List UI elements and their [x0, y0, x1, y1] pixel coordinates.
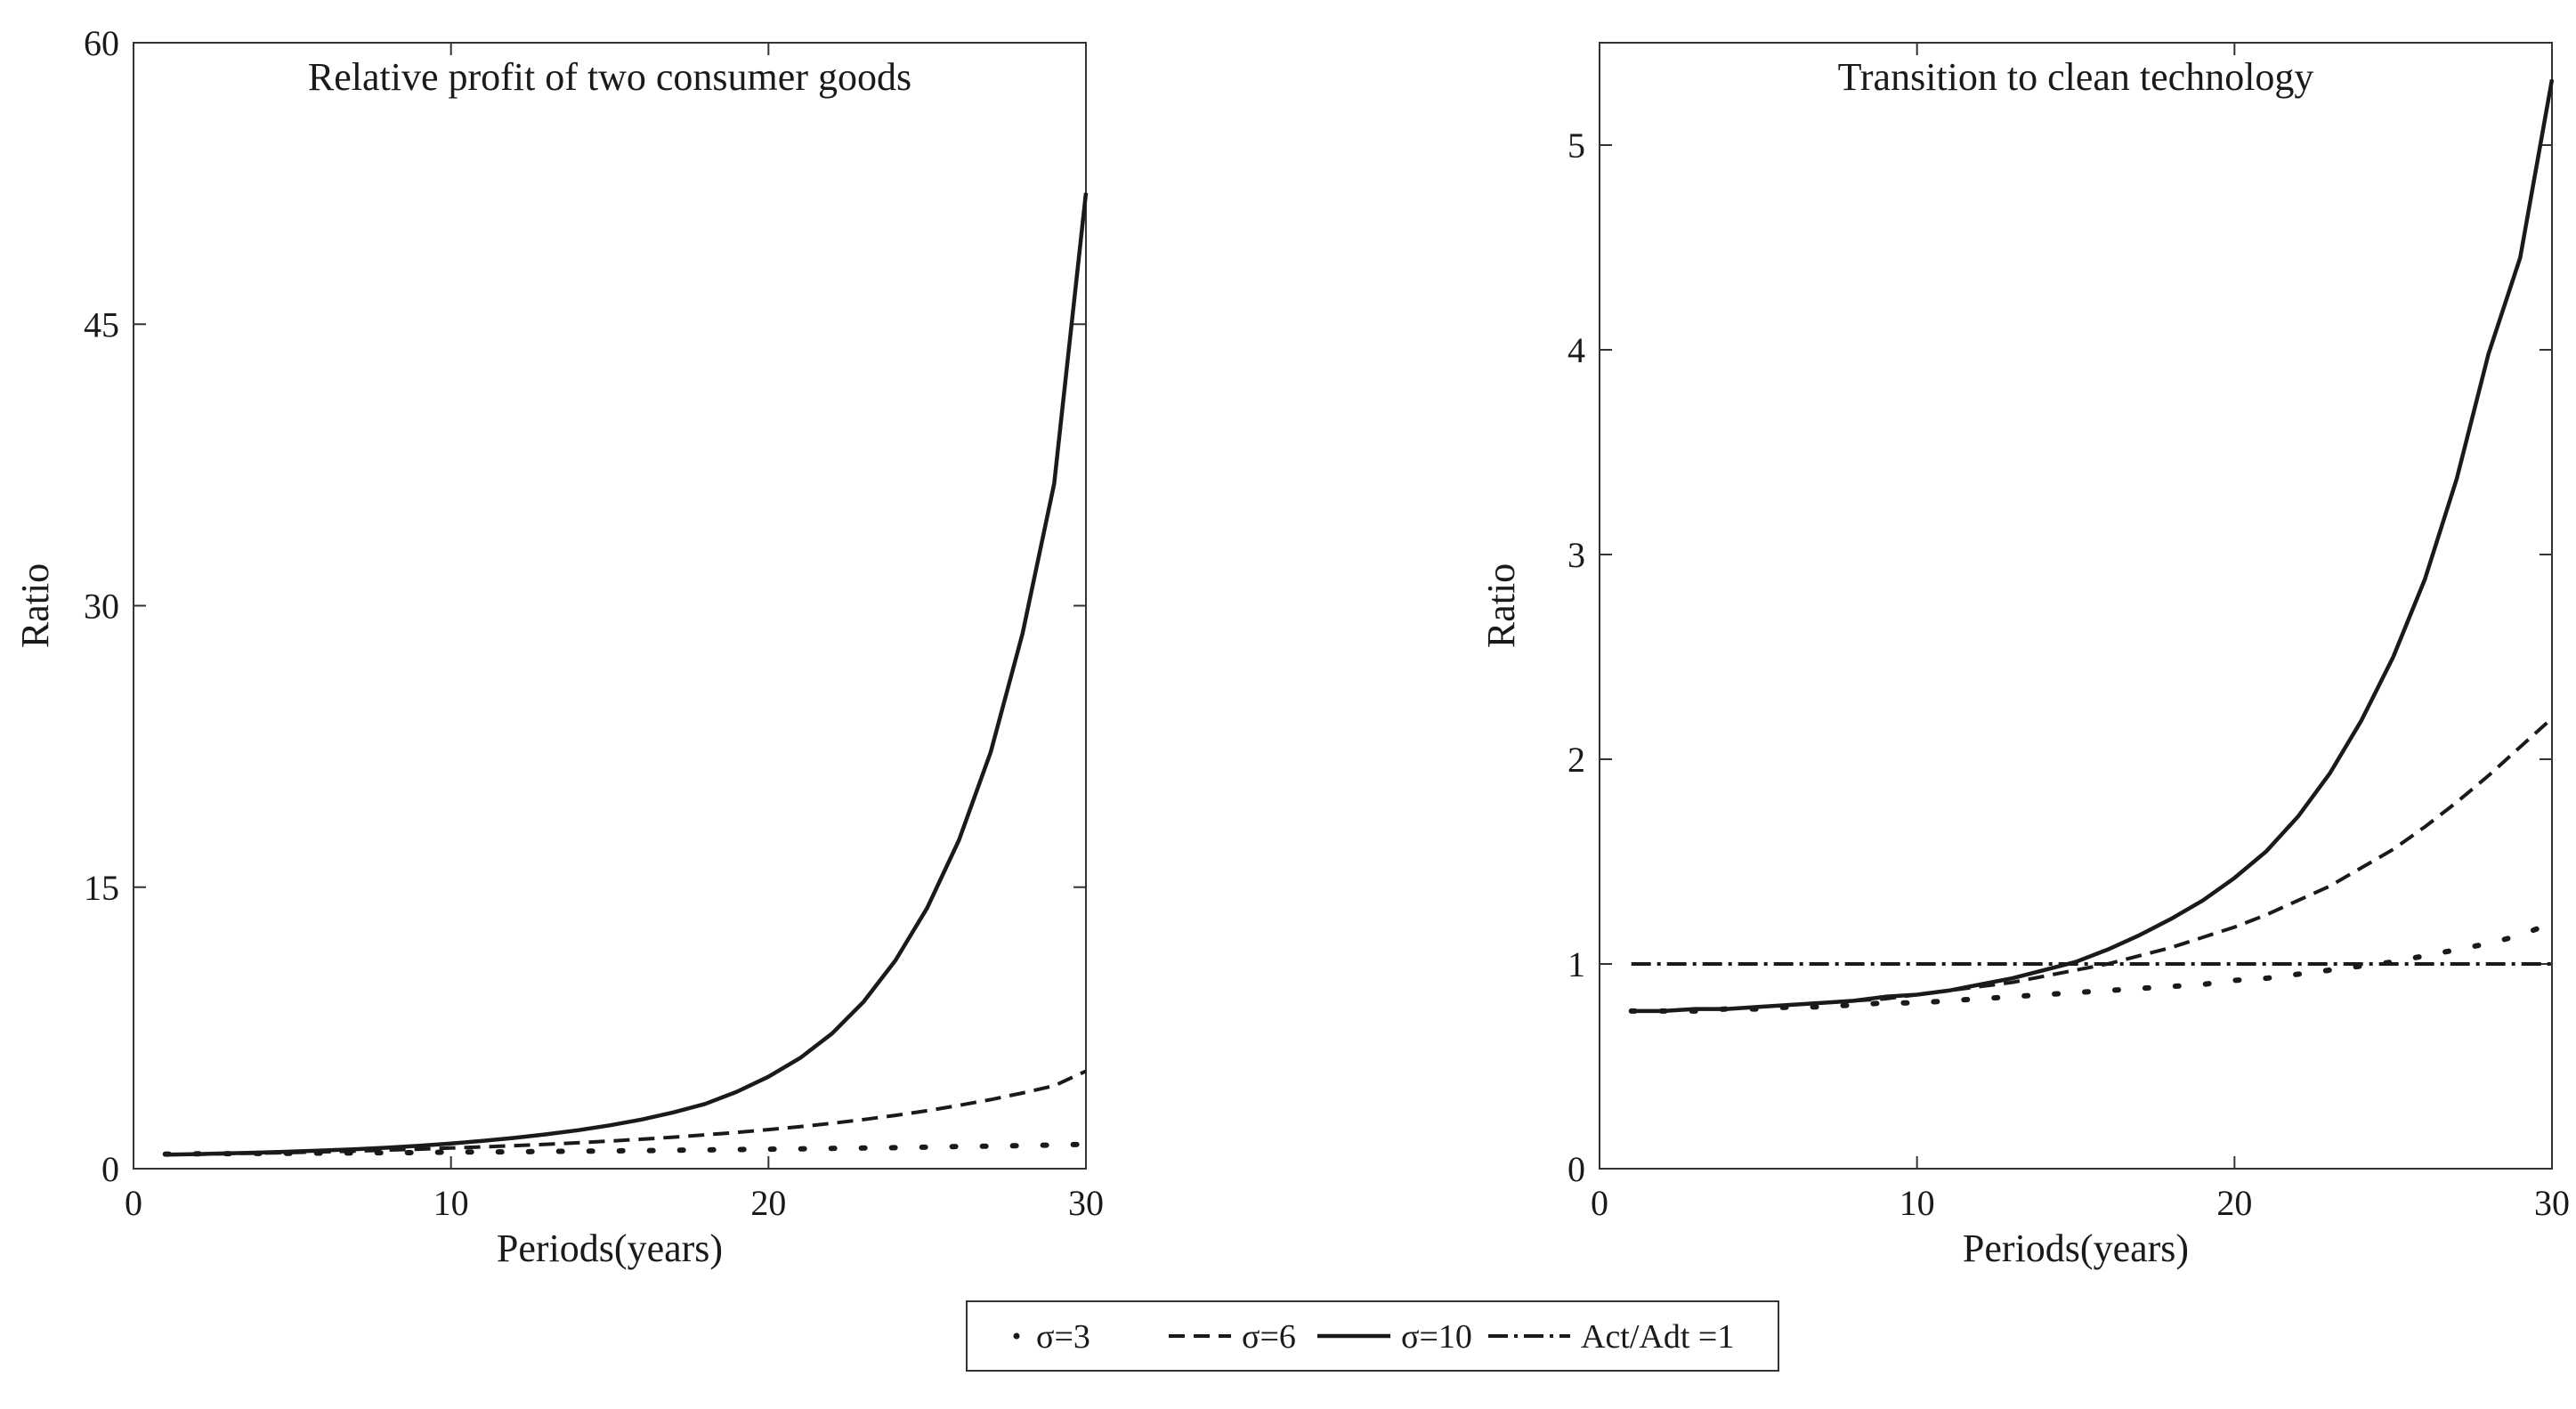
legend-label: σ=6: [1242, 1318, 1296, 1356]
legend-label: Act/Adt =1: [1581, 1318, 1734, 1356]
y-tick-label: 30: [84, 587, 119, 627]
chart-panel-1: 0 10 20 30 0 15 30 45 60 Relative profit of two c…: [13, 23, 1104, 1270]
legend-sample-dotted: [1013, 1332, 1020, 1340]
y-axis-label: Ratio: [1479, 563, 1523, 648]
series-line-solid: [1631, 79, 2555, 1014]
x-tick-label: 0: [1591, 1183, 1608, 1223]
y-tick-label: 45: [84, 304, 119, 344]
y-axis-label: Ratio: [13, 563, 57, 648]
x-axis-label: Periods(years): [1963, 1227, 2189, 1270]
chart-title: Transition to clean technology: [1838, 55, 2314, 99]
series-line-dashed: [1631, 717, 2554, 1013]
y-tick-label: 0: [1567, 1149, 1585, 1189]
x-tick-label: 30: [1068, 1183, 1104, 1223]
y-tick-label: 5: [1567, 126, 1585, 166]
y-tick-label: 4: [1567, 330, 1585, 370]
legend-label: σ=10: [1401, 1318, 1472, 1356]
y-tick-label: 60: [84, 23, 119, 63]
x-tick-label: 20: [2216, 1183, 2252, 1223]
y-tick-label: 0: [101, 1149, 119, 1189]
x-tick-label: 10: [1900, 1183, 1935, 1223]
x-tick-label: 20: [750, 1183, 786, 1223]
y-tick-label: 3: [1567, 535, 1585, 575]
series-line-dotted: [1628, 920, 2555, 1014]
plot-frame: [133, 42, 1087, 1170]
y-tick-label: 2: [1567, 740, 1585, 780]
legend: σ=3 σ=6 σ=10 Act/Adt =1: [966, 1300, 1779, 1372]
x-tick-label: 10: [433, 1183, 469, 1223]
x-axis-label: Periods(years): [497, 1227, 723, 1270]
chart-panel-2: 0 10 20 30 0 1 2 3 4 5 Transition to clean technol…: [1479, 42, 2570, 1270]
series-line-solid: [165, 192, 1089, 1157]
x-tick-label: 30: [2534, 1183, 2570, 1223]
legend-label: σ=3: [1036, 1318, 1090, 1356]
x-tick-label: 0: [125, 1183, 142, 1223]
plot-frame: [1599, 42, 2553, 1170]
chart-title: Relative profit of two consumer goods: [308, 55, 911, 99]
y-tick-label: 1: [1567, 944, 1585, 984]
series-line-dashed: [165, 1069, 1087, 1157]
y-tick-label: 15: [84, 868, 119, 908]
